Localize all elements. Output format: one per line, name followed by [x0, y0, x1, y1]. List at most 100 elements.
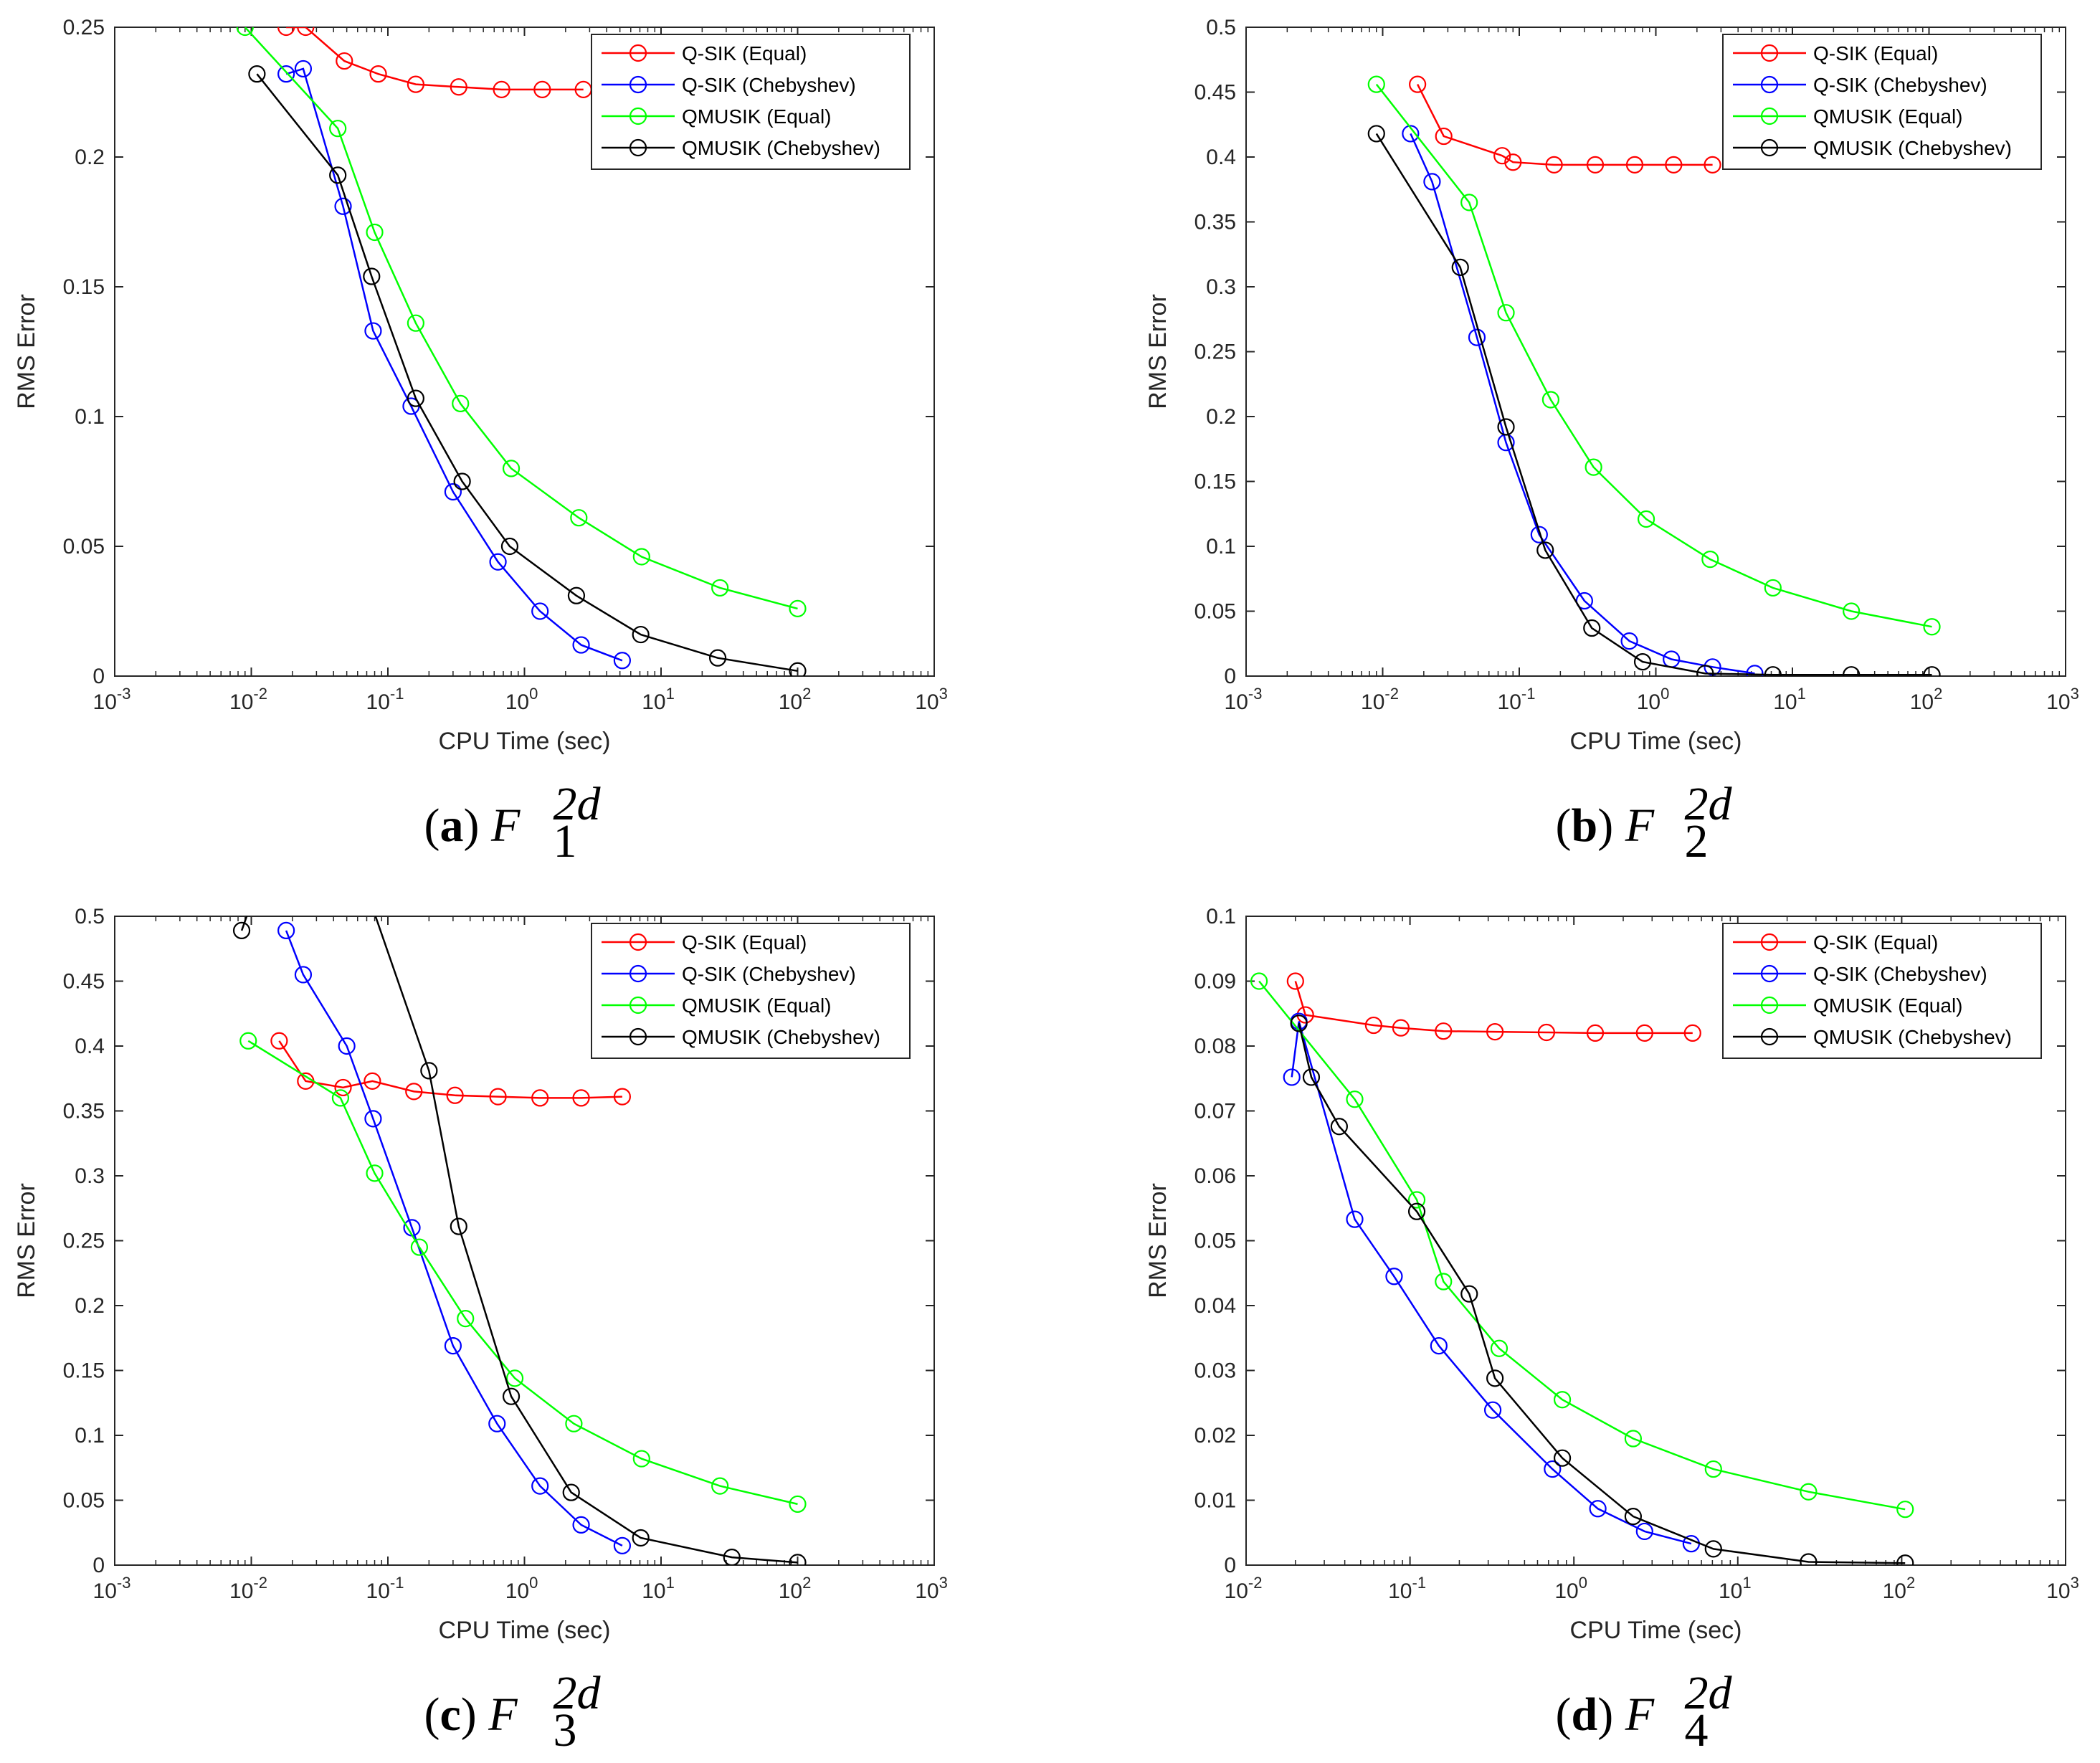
data-point-qmusik-equal — [502, 460, 521, 477]
legend-marker — [629, 138, 647, 157]
data-point-qmusik-equal — [1367, 75, 1385, 93]
legend-entry-label: Q-SIK (Equal) — [1813, 931, 1938, 954]
data-point-qmusik-cheb — [1536, 541, 1554, 559]
data-point-qsik-equal — [405, 1083, 423, 1101]
legend-marker — [1760, 964, 1779, 983]
x-tick-label: 103 — [915, 685, 948, 714]
data-point-qmusik-cheb — [500, 537, 519, 556]
y-axis-label: RMS Error — [1144, 294, 1172, 409]
legend: Q-SIK (Equal) Q-SIK (Chebyshev) QMUSIK (Eq… — [1722, 923, 2042, 1059]
data-point-qmusik-equal — [1584, 458, 1602, 476]
series-group — [236, 27, 807, 676]
y-tick-label: 0.1 — [1206, 535, 1236, 559]
series-line-qmusik-cheb — [240, 916, 798, 1564]
legend-entry-label: QMUSIK (Chebyshev) — [1813, 1026, 2012, 1048]
panel-caption: (b) F — [1556, 799, 1655, 852]
data-point-qmusik-cheb — [244, 895, 260, 911]
legend-entry-label: QMUSIK (Chebyshev) — [682, 137, 880, 159]
x-tick-label: 10-1 — [1498, 685, 1536, 714]
y-tick-label: 0.01 — [1194, 1489, 1236, 1513]
data-point-qmusik-cheb — [1553, 1449, 1572, 1467]
y-tick-label: 0.04 — [1194, 1294, 1236, 1318]
x-tick-label: 10-2 — [229, 1574, 267, 1603]
legend-entry-label: QMUSIK (Equal) — [1813, 994, 1963, 1017]
caption-variable: F — [1625, 1688, 1655, 1741]
panel-caption: (c) F — [424, 1688, 518, 1741]
x-tick-label: 101 — [642, 1574, 675, 1603]
data-point-qsik-equal — [1435, 127, 1453, 146]
data-point-qsik-cheb — [1423, 173, 1441, 191]
data-point-qmusik-equal — [505, 1369, 524, 1387]
x-axis-label: CPU Time (sec) — [439, 728, 611, 755]
caption-letter: b — [1571, 799, 1597, 852]
data-point-qsik-cheb — [294, 60, 313, 78]
caption-superscript: 2d — [553, 778, 602, 830]
y-tick-label: 0 — [1224, 1554, 1236, 1577]
x-tick-label: 100 — [505, 685, 538, 714]
data-point-qmusik-equal — [1497, 304, 1515, 322]
data-point-qsik-cheb — [613, 652, 631, 670]
y-tick-label: 0.06 — [1194, 1164, 1236, 1188]
y-tick-label: 0.2 — [1206, 405, 1236, 429]
legend-marker — [629, 964, 647, 983]
x-axis-label: CPU Time (sec) — [1570, 728, 1742, 755]
data-point-qsik-equal — [493, 80, 510, 98]
data-point-qmusik-equal — [1843, 602, 1861, 620]
x-tick-label: 100 — [1637, 685, 1670, 714]
data-point-qmusik-cheb — [453, 472, 471, 490]
series-line-qmusik-cheb — [1298, 1023, 1906, 1564]
data-point-qmusik-cheb — [708, 649, 727, 667]
data-point-qmusik-equal — [565, 1415, 583, 1432]
data-point-qmusik-equal — [331, 1089, 350, 1107]
x-tick-label: 10-2 — [229, 685, 267, 714]
data-point-qsik-equal — [270, 1032, 288, 1050]
y-tick-label: 0.1 — [75, 1424, 105, 1448]
data-point-qmusik-cheb — [567, 586, 586, 604]
legend-entry-label: Q-SIK (Equal) — [1813, 42, 1938, 65]
x-tick-label: 103 — [915, 1574, 948, 1603]
x-tick-label: 103 — [2046, 1574, 2079, 1603]
series-line-qsik-equal — [278, 1040, 622, 1099]
data-point-qmusik-equal — [1346, 1090, 1364, 1108]
y-tick-label: 0 — [92, 665, 105, 688]
data-point-qsik-cheb — [572, 636, 590, 654]
y-tick-label: 0.15 — [1194, 470, 1236, 494]
series-line-qmusik-equal — [1375, 83, 1932, 628]
data-point-qsik-cheb — [1468, 328, 1486, 346]
series-line-qmusik-cheb — [1375, 133, 1932, 676]
caption-subscript: 3 — [553, 1704, 577, 1757]
data-point-qsik-equal — [336, 52, 353, 70]
data-point-qmusik-equal — [789, 599, 807, 617]
legend-entry-label: QMUSIK (Equal) — [682, 105, 832, 128]
x-tick-label: 101 — [1773, 685, 1806, 714]
y-tick-label: 0.1 — [1206, 905, 1236, 928]
data-point-qsik-equal — [1586, 1024, 1605, 1042]
caption-letter: a — [440, 799, 463, 852]
legend-entry-label: Q-SIK (Chebyshev) — [1813, 963, 1987, 985]
data-point-qmusik-equal — [1624, 1430, 1642, 1448]
data-point-qsik-equal — [1409, 75, 1427, 93]
data-point-qmusik-equal — [452, 394, 470, 413]
y-axis-label: RMS Error — [13, 294, 40, 409]
data-point-qmusik-cheb — [1923, 666, 1941, 676]
caption-variable: F — [490, 799, 521, 852]
caption-letter: d — [1571, 1688, 1597, 1741]
panel-d: 0 0.01 0.02 0.03 0.04 0.05 0.06 0.07 0.08 0.09 0.1… — [1144, 905, 2079, 1757]
data-point-qsik-equal — [533, 80, 551, 98]
data-point-qsik-equal — [489, 1088, 507, 1106]
data-point-qsik-equal — [1435, 1022, 1453, 1040]
legend-marker — [1760, 138, 1779, 157]
y-tick-label: 0.09 — [1194, 970, 1236, 994]
legend-entry-label: QMUSIK (Equal) — [682, 994, 832, 1017]
data-point-qsik-cheb — [1385, 1268, 1403, 1286]
data-point-qmusik-cheb — [1624, 1508, 1642, 1526]
legend: Q-SIK (Equal) Q-SIK (Chebyshev) QMUSIK (Eq… — [591, 34, 911, 170]
data-point-qmusik-cheb — [1696, 665, 1714, 676]
data-point-qsik-cheb — [444, 1337, 462, 1355]
legend-marker — [1760, 996, 1779, 1014]
data-point-qsik-cheb — [334, 197, 352, 215]
caption-superscript: 2d — [1685, 1667, 1733, 1719]
y-tick-label: 0.3 — [75, 1164, 105, 1188]
